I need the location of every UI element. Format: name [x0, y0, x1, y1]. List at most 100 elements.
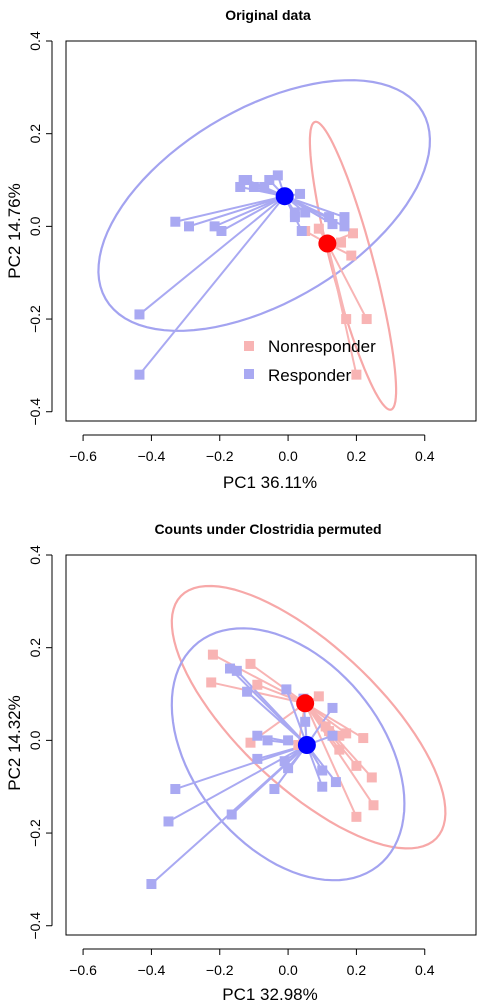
- responder-spoke: [138, 195, 286, 316]
- responder-point: [327, 219, 338, 230]
- chart-title: Original data: [225, 7, 311, 23]
- responder-point: [238, 175, 249, 186]
- responder-ellipse: [170, 627, 406, 882]
- nonresponder-centroid: [318, 234, 337, 253]
- x-tick-label: −0.6: [69, 962, 97, 978]
- y-tick-label: 0.2: [27, 638, 43, 658]
- nonresponder-spoke: [212, 653, 306, 705]
- responder-point: [209, 221, 220, 232]
- nonresponder-point: [245, 737, 256, 748]
- responder-point: [295, 188, 306, 199]
- nonresponder-point: [346, 250, 357, 261]
- responder-point: [226, 809, 237, 820]
- responder-centroid: [275, 187, 294, 206]
- axes: −0.6 −0.4 −0.2 0.0 0.2 0.4 −0.4 −0.2 0.0 0.2 0.4: [27, 31, 435, 464]
- nonresponder-point: [245, 658, 256, 669]
- responder-point: [264, 175, 275, 186]
- responder-point: [300, 207, 311, 218]
- responder-point: [283, 763, 294, 774]
- nonresponder-point: [351, 811, 362, 822]
- responder-point: [339, 212, 350, 223]
- x-tick-label: −0.4: [138, 962, 166, 978]
- y-tick-label: 0.2: [27, 124, 43, 144]
- responder-spoke: [188, 195, 285, 228]
- x-tick-label: −0.2: [206, 962, 234, 978]
- legend-swatch-responder: [244, 369, 254, 379]
- nonresponder-point: [351, 760, 362, 771]
- nonresponder-ellipse: [170, 584, 447, 850]
- y-tick-label: 0.0: [27, 216, 43, 236]
- x-tick-label: 0.4: [415, 962, 435, 978]
- y-tick-label: 0.4: [27, 31, 43, 51]
- nonresponder-point: [206, 677, 217, 688]
- y-tick-label: −0.2: [27, 819, 43, 847]
- responder-spoke: [214, 195, 286, 228]
- responder-point: [170, 784, 181, 795]
- plot-frame: [65, 40, 477, 422]
- chart-panel-original: Original data −0.6 −0.4 −0.2 0.0 0.2 0.4−0.4−…: [5, 7, 477, 492]
- responder-point: [272, 170, 283, 181]
- nonresponder-point: [351, 369, 362, 380]
- responder-spoke: [175, 195, 285, 223]
- plot-area: [146, 584, 447, 890]
- nonresponder-point: [313, 691, 324, 702]
- responder-point: [283, 735, 294, 746]
- y-axis-label: PC2 14.76%: [5, 183, 24, 278]
- responder-ellipse: [97, 79, 432, 332]
- responder-point: [134, 309, 145, 320]
- y-tick-label: −0.2: [27, 305, 43, 333]
- responder-spoke: [220, 195, 286, 232]
- x-tick-label: −0.2: [206, 448, 234, 464]
- x-tick-label: 0.0: [278, 448, 298, 464]
- legend: Nonresponder Responder: [244, 337, 376, 385]
- nonresponder-point: [366, 772, 377, 783]
- nonresponder-spoke: [326, 243, 348, 320]
- responder-point: [330, 777, 341, 788]
- responder-point: [231, 665, 242, 676]
- nonresponder-point: [334, 744, 345, 755]
- responder-point: [248, 181, 259, 192]
- responder-point: [225, 663, 235, 674]
- nonresponder-point: [334, 730, 345, 741]
- responder-point: [296, 226, 307, 236]
- chart-panel-permuted: Counts under Clostridia permuted −0.6 −0.…: [5, 521, 477, 1004]
- responder-point: [339, 221, 350, 232]
- legend-swatch-nonresponder: [244, 341, 254, 351]
- responder-point: [327, 730, 338, 741]
- x-axis-label: PC1 36.11%: [223, 473, 317, 492]
- responder-spoke: [138, 195, 286, 376]
- responder-spoke: [284, 195, 345, 219]
- x-tick-label: 0.4: [415, 448, 435, 464]
- nonresponder-spoke: [326, 243, 368, 320]
- nonresponder-point: [368, 800, 379, 811]
- y-tick-label: −0.4: [27, 912, 43, 940]
- nonresponder-spoke: [304, 702, 358, 818]
- responder-point: [317, 781, 328, 792]
- responder-point: [259, 181, 270, 192]
- responder-spoke: [236, 670, 308, 746]
- x-tick-label: 0.2: [347, 448, 367, 464]
- plot-frame: [65, 554, 477, 936]
- x-tick-label: −0.4: [138, 448, 166, 464]
- nonresponder-ellipse: [308, 120, 398, 411]
- x-tick-label: 0.0: [278, 962, 298, 978]
- responder-point: [262, 735, 273, 746]
- nonresponder-point: [207, 649, 218, 660]
- responder-point: [281, 684, 292, 695]
- plot-area: [97, 79, 432, 411]
- nonresponder-point: [336, 237, 347, 248]
- x-axis-label: PC1 32.98%: [222, 985, 317, 1004]
- responder-centroid: [297, 736, 316, 754]
- legend-label-nonresponder: Nonresponder: [268, 337, 376, 356]
- chart-title: Counts under Clostridia permuted: [154, 521, 381, 537]
- responder-point: [163, 816, 174, 827]
- y-tick-label: −0.4: [27, 398, 43, 426]
- nonresponder-point: [252, 679, 263, 690]
- x-tick-label: 0.2: [347, 962, 367, 978]
- responder-point: [289, 212, 300, 223]
- responder-point: [279, 756, 290, 767]
- responder-point: [252, 730, 263, 741]
- responder-spoke: [246, 690, 308, 746]
